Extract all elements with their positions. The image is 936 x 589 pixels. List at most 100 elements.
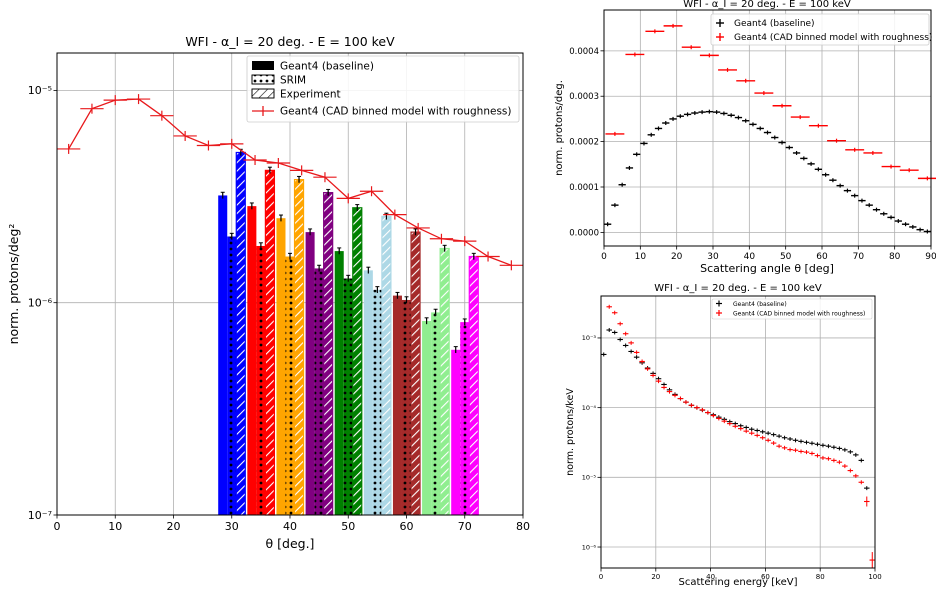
x-tick-label: 30 (225, 520, 239, 533)
left-y-ticks: 10⁻⁷ 10⁻⁶ 10⁻⁵ (28, 84, 57, 522)
x-tick-label: 50 (780, 252, 792, 262)
x-tick-label: 20 (167, 520, 181, 533)
bar-experiment (381, 215, 392, 516)
y-tick-label: 10⁻⁵ (28, 84, 52, 97)
bar-srim-pattern (314, 268, 324, 515)
left-y-axis-label: norm. protons/deg² (6, 224, 21, 345)
x-tick-label: 0 (54, 520, 61, 533)
top-right-y-axis-label: norm. protons/deg. (554, 80, 565, 176)
left-legend-box (246, 55, 520, 123)
y-tick-label: 10⁻⁶ (28, 297, 53, 310)
top-right-legend: Geant4 (baseline) Geant4 (CAD binned mod… (710, 13, 932, 46)
bottom-right-x-axis-label: Scattering energy [keV] (679, 577, 798, 588)
top-right-chart: 0 10 20 30 40 50 60 70 80 90 0.00000.00010.00020.… (554, 0, 936, 275)
y-tick-label: 0.0004 (569, 47, 599, 57)
legend-swatch-baseline (252, 61, 274, 70)
bottom-right-chart: 0 20 40 60 80 100 10⁻⁶ 10⁻⁵ 10⁻⁴ 10⁻³ WFI - α_I … (565, 283, 882, 588)
x-tick-label: 60 (761, 573, 770, 581)
bar-experiment (293, 179, 305, 516)
x-tick-label: 0 (601, 252, 607, 262)
bar-srim-pattern (285, 256, 295, 515)
left-x-ticks: 0 10 20 30 40 50 60 70 80 (54, 515, 530, 533)
bottom-right-legend-box (711, 298, 873, 320)
legend-label-experiment: Experiment (280, 89, 341, 101)
x-tick-label: 90 (925, 252, 936, 262)
top-right-legend-box (710, 13, 930, 46)
bar-srim-pattern (227, 236, 237, 515)
left-cad-series (57, 94, 523, 271)
top-right-plot-frame (603, 9, 932, 247)
bottom-right-plot-frame (600, 295, 876, 569)
legend-label-cad: Geant4 (CAD binned model with roughness) (280, 106, 512, 118)
x-tick-label: 100 (868, 573, 881, 581)
bottom-right-legend: Geant4 (baseline) Geant4 (CAD binned mod… (711, 298, 873, 320)
x-tick-label: 0 (599, 573, 603, 581)
x-tick-label: 40 (744, 252, 756, 262)
y-tick-label: 0.0000 (569, 228, 599, 238)
br-legend-label-cad: Geant4 (CAD binned model with roughness) (733, 311, 865, 318)
bar-baseline (305, 232, 315, 515)
bar-baseline (392, 295, 402, 515)
legend-label-baseline: Geant4 (baseline) (280, 61, 374, 73)
bar-srim-pattern (343, 278, 353, 515)
x-tick-label: 10 (108, 520, 122, 533)
bar-experiment (468, 255, 479, 516)
y-tick-label: 10⁻⁵ (582, 474, 597, 482)
bottom-right-chart-title: WFI - α_I = 20 deg. - E = 100 keV (654, 283, 822, 294)
bar-experiment (235, 151, 246, 516)
br-legend-label-baseline: Geant4 (baseline) (733, 301, 787, 308)
top-right-x-axis-label: Scattering angle θ [deg] (700, 262, 834, 275)
x-tick-label: 40 (283, 520, 297, 533)
y-tick-label: 10⁻³ (582, 334, 597, 342)
tr-legend-label-cad: Geant4 (CAD binned model with roughness) (734, 33, 932, 43)
bar-experiment (410, 231, 421, 516)
y-tick-label: 0.0002 (569, 138, 599, 148)
x-tick-label: 80 (889, 252, 901, 262)
y-tick-label: 10⁻⁴ (582, 404, 597, 412)
top-right-y-ticks: 0.0000 0.0001 0.0002 0.0003 0.0004 (569, 47, 604, 238)
x-tick-label: 70 (853, 252, 865, 262)
bar-experiment (323, 192, 334, 516)
y-tick-label: 0.0003 (569, 92, 599, 102)
left-bars (218, 148, 479, 516)
legend-swatch-srim (251, 74, 275, 85)
bar-experiment (264, 169, 276, 516)
bottom-right-points (601, 304, 875, 569)
x-tick-label: 80 (516, 520, 530, 533)
left-chart-title: WFI - α_I = 20 deg. - E = 100 keV (185, 34, 395, 49)
bar-baseline (218, 195, 228, 515)
bar-srim-pattern (401, 299, 412, 515)
x-tick-label: 20 (671, 252, 683, 262)
bar-baseline (334, 251, 344, 515)
bar-experiment (439, 247, 450, 516)
left-x-axis-label: θ [deg.] (266, 536, 315, 551)
bottom-right-x-ticks: 0 20 40 60 80 100 (599, 568, 882, 581)
bar-baseline (363, 270, 373, 515)
bar-srim-pattern (460, 322, 470, 515)
x-tick-label: 70 (458, 520, 472, 533)
tr-legend-label-baseline: Geant4 (baseline) (734, 19, 815, 29)
x-tick-label: 40 (706, 573, 715, 581)
top-right-x-ticks: 0 10 20 30 40 50 60 70 80 90 (601, 246, 936, 262)
left-chart: 0 10 20 30 40 50 60 70 80 10⁻⁷ 10⁻⁶ 10⁻⁵ WFI - α_I… (6, 34, 530, 551)
top-right-points (604, 23, 936, 234)
x-tick-label: 50 (341, 520, 355, 533)
y-tick-label: 10⁻⁶ (582, 543, 597, 551)
bar-baseline (247, 206, 257, 515)
legend-label-srim: SRIM (280, 75, 306, 87)
cad-line (68, 98, 512, 266)
bar-baseline (451, 349, 461, 515)
x-tick-label: 20 (651, 573, 660, 581)
top-right-chart-title: WFI - α_I = 20 deg. - E = 100 keV (683, 0, 851, 10)
bar-srim-pattern (431, 312, 441, 515)
legend-swatch-experiment (251, 88, 275, 99)
bottom-right-y-ticks: 10⁻⁶ 10⁻⁵ 10⁻⁴ 10⁻³ (582, 334, 601, 551)
x-tick-label: 80 (816, 573, 825, 581)
bottom-right-grid (600, 296, 876, 568)
x-tick-label: 60 (400, 520, 414, 533)
bar-baseline (276, 218, 286, 516)
x-tick-label: 30 (707, 252, 719, 262)
bar-experiment (352, 207, 363, 516)
bar-srim-pattern (372, 289, 382, 515)
